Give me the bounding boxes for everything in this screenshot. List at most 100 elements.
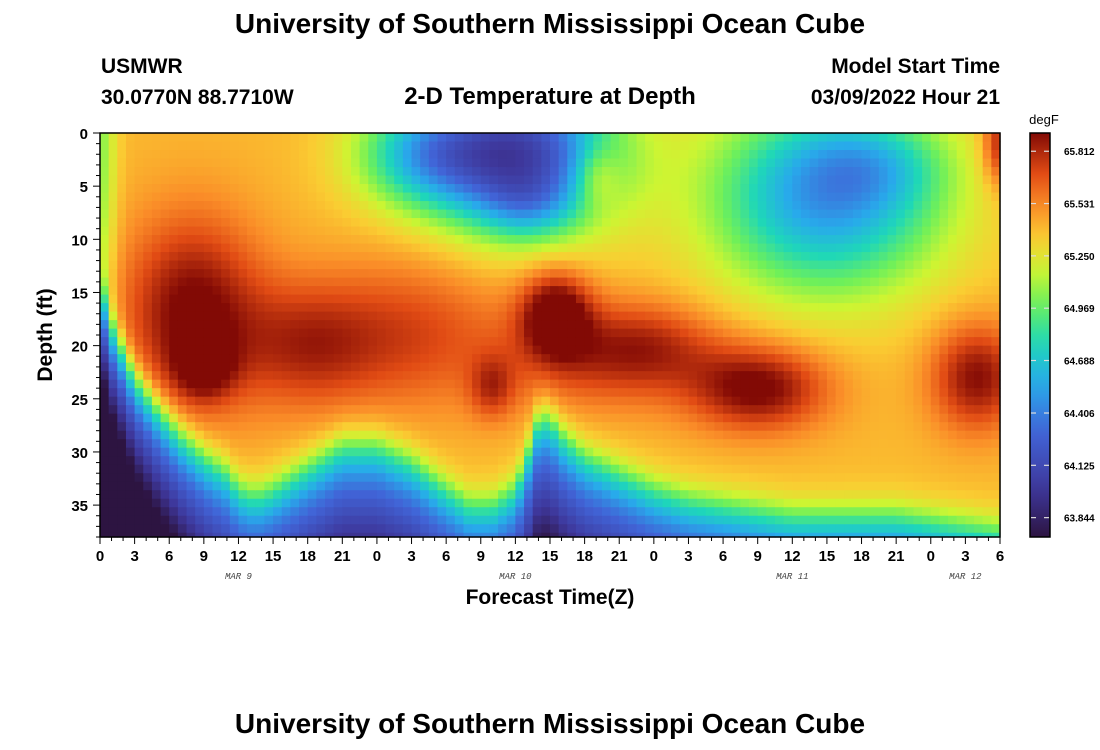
heatmap-cell	[307, 294, 317, 304]
heatmap-cell	[489, 303, 499, 313]
heatmap-cell	[982, 464, 992, 474]
heatmap-cell	[974, 328, 984, 338]
heatmap-cell	[489, 413, 499, 423]
heatmap-cell	[506, 371, 516, 381]
heatmap-cell	[913, 498, 923, 508]
heatmap-cell	[532, 201, 542, 211]
heatmap-cell	[273, 226, 283, 236]
heatmap-cell	[368, 464, 378, 474]
heatmap-cell	[584, 235, 594, 245]
heatmap-cell	[247, 507, 257, 517]
heatmap-cell	[740, 294, 750, 304]
heatmap-cell	[627, 286, 638, 296]
heatmap-cell	[454, 260, 465, 270]
heatmap-cell	[325, 515, 335, 525]
heatmap-cell	[550, 439, 560, 449]
heatmap-cell	[368, 235, 378, 245]
heatmap-cell	[714, 192, 724, 202]
heatmap-cell	[359, 379, 369, 389]
heatmap-cell	[203, 473, 214, 483]
heatmap-cell	[402, 167, 413, 177]
heatmap-cell	[376, 422, 387, 432]
heatmap-cell	[385, 158, 395, 168]
heatmap-cell	[956, 515, 966, 525]
heatmap-cell	[325, 150, 335, 160]
heatmap-cell	[117, 456, 127, 466]
heatmap-cell	[653, 413, 664, 423]
heatmap-cell	[809, 422, 819, 432]
heatmap-cell	[515, 371, 525, 381]
heatmap-cell	[619, 175, 629, 185]
heatmap-cell	[826, 371, 837, 381]
heatmap-cell	[325, 456, 335, 466]
heatmap-cell	[757, 235, 767, 245]
heatmap-cell	[974, 447, 984, 457]
heatmap-cell	[273, 141, 283, 151]
heatmap-cell	[299, 439, 309, 449]
heatmap-cell	[238, 490, 248, 500]
heatmap-cell	[844, 269, 854, 279]
heatmap-cell	[723, 320, 733, 330]
heatmap-cell	[446, 167, 456, 177]
heatmap-cell	[705, 150, 716, 160]
heatmap-cell	[610, 192, 620, 202]
heatmap-cell	[143, 269, 153, 279]
heatmap-cell	[593, 490, 603, 500]
heatmap-cell	[125, 328, 136, 338]
heatmap-cell	[290, 354, 300, 364]
heatmap-cell	[870, 396, 880, 406]
heatmap-cell	[195, 218, 205, 228]
heatmap-cell	[982, 277, 992, 287]
heatmap-cell	[385, 320, 395, 330]
heatmap-cell	[342, 354, 352, 364]
heatmap-cell	[965, 388, 975, 398]
heatmap-cell	[446, 150, 456, 160]
heatmap-cell	[532, 371, 542, 381]
heatmap-cell	[956, 167, 966, 177]
heatmap-cell	[757, 167, 767, 177]
heatmap-cell	[428, 362, 439, 372]
heatmap-cell	[688, 150, 698, 160]
heatmap-cell	[169, 430, 179, 440]
heatmap-cell	[247, 430, 257, 440]
heatmap-cell	[394, 507, 404, 517]
heatmap-cell	[506, 209, 516, 219]
heatmap-cell	[688, 133, 698, 143]
heatmap-cell	[714, 413, 724, 423]
heatmap-cell	[316, 524, 326, 534]
heatmap-cell	[593, 209, 603, 219]
heatmap-cell	[169, 226, 179, 236]
heatmap-cell	[896, 515, 906, 525]
heatmap-cell	[558, 226, 568, 236]
heatmap-cell	[316, 252, 326, 262]
heatmap-cell	[584, 269, 594, 279]
heatmap-cell	[904, 167, 915, 177]
heatmap-cell	[844, 184, 854, 194]
heatmap-cell	[922, 235, 932, 245]
heatmap-cell	[472, 354, 482, 364]
heatmap-cell	[913, 464, 923, 474]
heatmap-cell	[619, 422, 629, 432]
heatmap-cell	[385, 532, 395, 538]
heatmap-cell	[229, 260, 240, 270]
heatmap-cell	[402, 235, 413, 245]
heatmap-cell	[247, 345, 257, 355]
heatmap-cell	[376, 413, 387, 423]
heatmap-cell	[878, 226, 889, 236]
heatmap-cell	[489, 507, 499, 517]
heatmap-cell	[402, 201, 413, 211]
heatmap-cell	[437, 532, 447, 538]
heatmap-cell	[143, 473, 153, 483]
heatmap-cell	[835, 481, 845, 491]
heatmap-cell	[299, 532, 309, 538]
heatmap-cell	[428, 328, 439, 338]
heatmap-cell	[143, 167, 153, 177]
heatmap-cell	[281, 379, 291, 389]
heatmap-cell	[151, 320, 162, 330]
heatmap-cell	[714, 456, 724, 466]
heatmap-cell	[359, 345, 369, 355]
heatmap-cell	[117, 328, 127, 338]
heatmap-cell	[273, 413, 283, 423]
heatmap-cell	[472, 422, 482, 432]
heatmap-cell	[134, 133, 144, 143]
